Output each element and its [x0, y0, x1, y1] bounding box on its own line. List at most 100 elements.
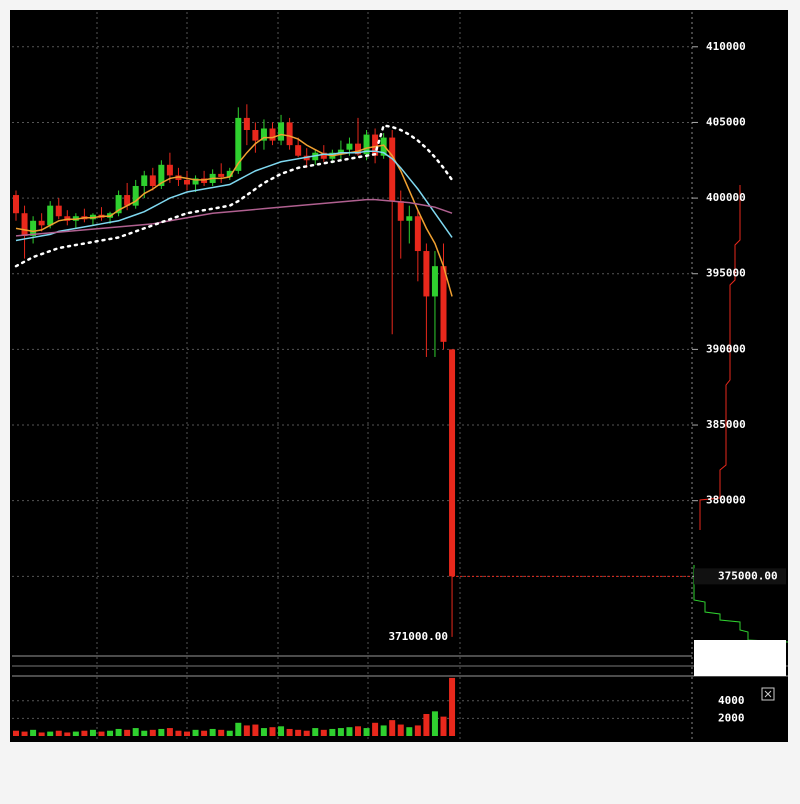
y-tick-label: 405000: [706, 115, 746, 128]
candle-body: [201, 178, 208, 183]
candle-body: [132, 185, 139, 206]
volume-bar: [278, 726, 285, 736]
candle-body: [158, 164, 165, 186]
volume-tick-label: 4000: [718, 694, 745, 707]
candle-body: [355, 143, 361, 155]
volume-bar: [81, 730, 88, 736]
candle-body: [124, 195, 131, 206]
volume-bar: [355, 726, 361, 736]
candle-body: [286, 122, 293, 146]
candle-body: [149, 175, 156, 186]
volume-bar: [192, 729, 199, 736]
candle-body: [269, 128, 276, 141]
candle-body: [372, 134, 379, 156]
close-button[interactable]: [761, 687, 775, 701]
volume-bar: [243, 725, 250, 736]
candle-body: [440, 266, 447, 342]
indicator-line: [15, 198, 453, 237]
volume-bar: [372, 722, 379, 736]
last-price-box: [694, 568, 786, 585]
candle-body: [235, 117, 242, 171]
candle-body: [115, 195, 122, 214]
candle-body: [423, 251, 430, 297]
volume-bar: [449, 677, 456, 736]
volume-bar: [260, 728, 267, 736]
indicator-line: [15, 133, 453, 297]
volume-bar: [235, 722, 242, 736]
volume-bar: [47, 731, 54, 736]
volume-bar: [149, 729, 156, 736]
y-tick-label: 385000: [706, 418, 746, 431]
low-label: 371000.00: [388, 630, 448, 643]
close-icon: [764, 690, 772, 698]
candle-body: [320, 152, 327, 159]
candle-body: [38, 220, 45, 226]
volume-bar: [201, 730, 208, 736]
candle-body: [55, 205, 62, 217]
volume-bar: [107, 730, 114, 736]
y-tick-label: 400000: [706, 191, 746, 204]
volume-bar: [64, 732, 71, 736]
volume-bar: [218, 729, 225, 736]
candle-body: [363, 134, 370, 155]
volume-bar: [89, 729, 96, 736]
volume-bar: [286, 728, 293, 736]
plot: 410000 405000 400000 395000 390000 385000 3800…: [12, 40, 786, 736]
candle-body: [252, 130, 259, 141]
volume-bar: [312, 728, 319, 736]
candle-body: [64, 216, 71, 221]
volume-bar: [252, 724, 259, 736]
volume-bar: [209, 728, 216, 736]
candle-body: [192, 178, 199, 185]
candle-body: [389, 137, 396, 202]
y-tick-label: 410000: [706, 40, 746, 53]
volume-bar: [414, 725, 421, 736]
candle-body: [346, 143, 353, 150]
volume-bar: [38, 732, 45, 736]
volume-bar: [320, 729, 327, 736]
indicator-line: [14, 124, 454, 268]
volume-bar: [55, 730, 62, 736]
volume-bar: [132, 728, 139, 736]
volume-bar: [226, 730, 233, 736]
volume-bar: [346, 727, 353, 736]
candle-body: [397, 201, 404, 221]
volume-bar: [423, 713, 430, 736]
candle-body: [184, 179, 190, 185]
volume-bar: [124, 729, 131, 736]
watermark-box: [694, 640, 786, 676]
candle-body: [260, 128, 267, 141]
volume-bar: [30, 729, 37, 736]
volume-bar: [337, 728, 344, 736]
depth-ask: [693, 565, 789, 643]
last-price-label: 375000.00: [718, 569, 778, 582]
candle-body: [431, 266, 438, 297]
candle-body: [243, 117, 250, 131]
volume-bar: [141, 730, 148, 736]
volume-bar: [166, 728, 173, 736]
candle-body: [141, 175, 148, 186]
volume-tick-label: 2000: [718, 711, 745, 724]
candle-body: [278, 122, 285, 141]
volume-bar: [72, 731, 79, 736]
candle-body: [13, 195, 19, 214]
volume-bar: [184, 731, 190, 736]
depth-bid: [699, 185, 741, 530]
candle-body: [30, 220, 37, 236]
candle-body: [21, 213, 28, 236]
candle-body: [166, 164, 173, 176]
volume-bar: [295, 729, 302, 736]
volume-bar: [440, 716, 447, 736]
candle-body: [414, 216, 421, 252]
volume-bar: [98, 731, 105, 736]
volume-bar: [303, 730, 310, 736]
candle-body: [218, 173, 225, 177]
candle-body: [380, 137, 387, 156]
volume-bar: [431, 711, 438, 736]
y-tick-label: 390000: [706, 342, 746, 355]
chart-background: [10, 10, 788, 742]
y-tick-label: 395000: [706, 267, 746, 280]
volume-bar: [21, 731, 28, 736]
indicator-line: [15, 150, 453, 242]
